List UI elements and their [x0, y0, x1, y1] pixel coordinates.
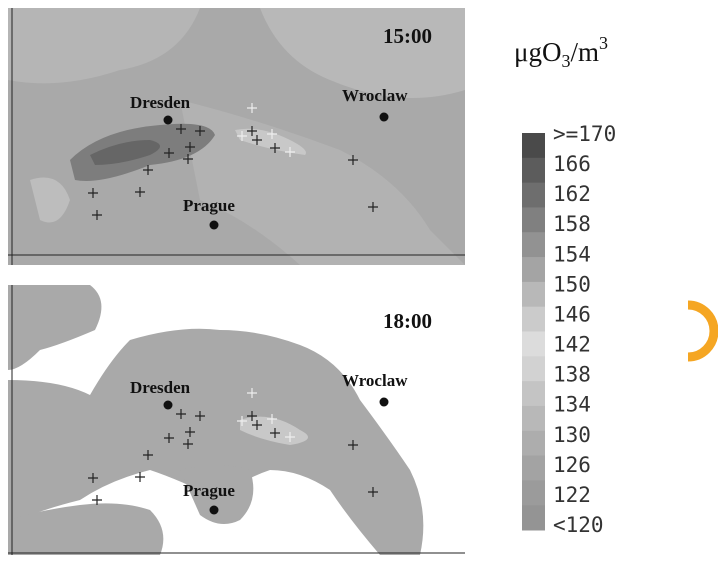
legend-label: 142: [553, 333, 591, 357]
unit-label: μgO3/m3: [514, 33, 608, 71]
city-name: Wroclaw: [342, 86, 408, 105]
station: [176, 409, 186, 419]
legend-label: 134: [553, 393, 591, 417]
station: [267, 414, 277, 424]
legend-swatch: [522, 232, 545, 258]
station: [267, 129, 277, 139]
station: [368, 202, 378, 212]
station: [164, 148, 174, 158]
station: [176, 124, 186, 134]
legend-label: <120: [553, 513, 604, 537]
unit-sub: 3: [561, 51, 570, 71]
unit-base: μgO: [514, 37, 561, 67]
station: [92, 210, 102, 220]
station: [143, 165, 153, 175]
unit-sup: 3: [599, 33, 608, 53]
unit-mid: /m: [570, 37, 599, 67]
decoration-arc: [687, 300, 718, 362]
station: [135, 472, 145, 482]
station: [270, 428, 280, 438]
station: [237, 416, 247, 426]
legend-swatch: [522, 331, 545, 357]
city-dot: [379, 112, 389, 122]
city-dot: [163, 400, 173, 410]
legend-swatch: [522, 430, 545, 457]
station: [247, 388, 257, 398]
station: [164, 433, 174, 443]
legend-swatch: [522, 281, 545, 308]
station: [247, 411, 257, 421]
legend: >=170 166 162 158 154 150 146 142 138 134 130 126 12…: [522, 122, 616, 537]
station: [183, 154, 193, 164]
station: [247, 126, 257, 136]
panel-time: 15:00: [383, 24, 432, 48]
city-dot: [163, 115, 173, 125]
station: [247, 103, 257, 113]
station: [285, 432, 295, 442]
station: [185, 427, 195, 437]
station: [270, 143, 280, 153]
city-name: Dresden: [130, 378, 191, 397]
station: [183, 439, 193, 449]
city-dot: [209, 220, 219, 230]
panel-time: 18:00: [383, 309, 432, 333]
city-dot: [209, 505, 219, 515]
legend-swatch: [522, 381, 545, 407]
legend-label: 166: [553, 152, 591, 176]
map-15: [8, 8, 465, 265]
city-name: Prague: [183, 481, 235, 500]
stations: [88, 103, 389, 515]
legend-label: 126: [553, 453, 591, 477]
legend-swatch: [522, 356, 545, 382]
legend-swatch: [522, 207, 545, 233]
legend-label: 150: [553, 272, 591, 296]
station: [185, 142, 195, 152]
legend-swatch: [522, 505, 545, 531]
legend-swatch: [522, 257, 545, 283]
legend-swatch: [522, 405, 545, 432]
legend-label: 154: [553, 242, 591, 266]
labels: 15:00 Dresden Wroclaw Prague 18:00 Dresden Wro…: [130, 24, 432, 500]
station: [285, 147, 295, 157]
station: [348, 440, 358, 450]
legend-label: >=170: [553, 122, 616, 146]
station: [252, 135, 262, 145]
legend-label: 146: [553, 302, 591, 326]
legend-swatch: [522, 182, 545, 208]
station: [368, 487, 378, 497]
city-name: Wroclaw: [342, 371, 408, 390]
legend-label: 138: [553, 363, 591, 387]
station: [92, 495, 102, 505]
legend-swatch: [522, 133, 545, 159]
station: [237, 131, 247, 141]
city-dot: [379, 397, 389, 407]
station: [195, 411, 205, 421]
legend-swatch: [522, 157, 545, 184]
legend-label: 122: [553, 483, 591, 507]
station: [195, 126, 205, 136]
legend-swatch: [522, 455, 545, 481]
station: [135, 187, 145, 197]
station: [88, 188, 98, 198]
station: [252, 420, 262, 430]
legend-label: 158: [553, 212, 591, 236]
station: [143, 450, 153, 460]
legend-swatch: [522, 306, 545, 332]
legend-label: 162: [553, 182, 591, 206]
station: [348, 155, 358, 165]
legend-swatch: [522, 480, 545, 506]
map-18: [8, 285, 465, 555]
city-name: Prague: [183, 196, 235, 215]
station: [88, 473, 98, 483]
city-name: Dresden: [130, 93, 191, 112]
legend-label: 130: [553, 423, 591, 447]
